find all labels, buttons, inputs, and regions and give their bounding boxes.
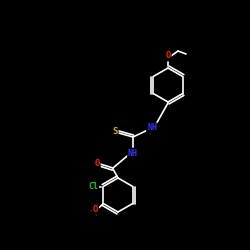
Text: O: O: [165, 52, 171, 60]
Text: S: S: [112, 128, 118, 136]
Text: Cl: Cl: [88, 182, 98, 191]
Text: O: O: [92, 205, 98, 214]
Text: O: O: [94, 158, 100, 168]
Text: NH: NH: [147, 124, 157, 132]
Text: NH: NH: [128, 148, 138, 158]
